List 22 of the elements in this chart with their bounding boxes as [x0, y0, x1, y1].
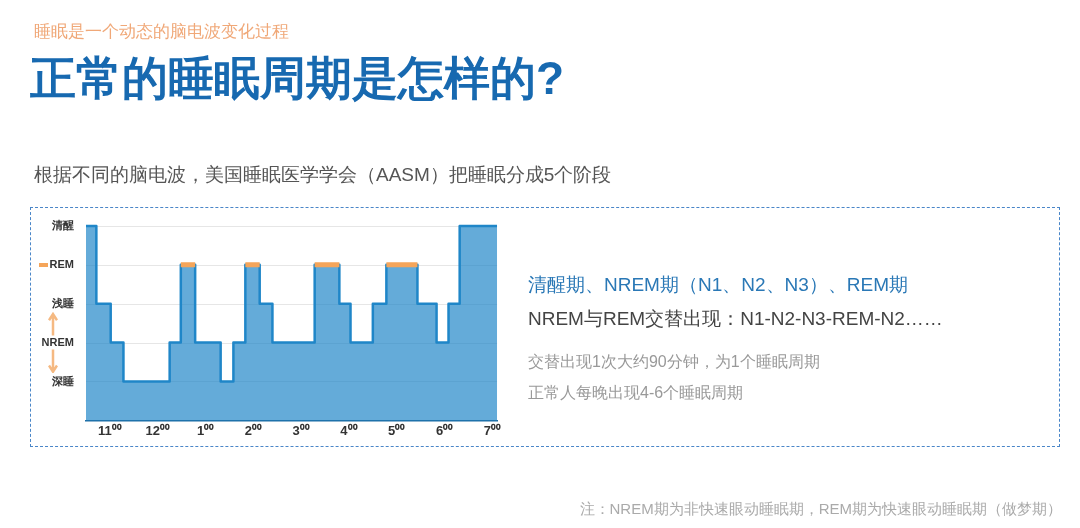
text: 交替出现1次大约90分钟，为1个睡眠周期	[528, 352, 820, 372]
text: 清醒期、NREM期（N1、N2、N3）、REM期	[528, 273, 909, 297]
chart-title: 正常的睡眠周期是怎样的?	[30, 51, 565, 106]
x-tick-label: 2⁰⁰	[244, 422, 262, 438]
text: 深睡	[51, 374, 74, 387]
x-tick-label: 3⁰⁰	[292, 422, 310, 438]
text: REM	[49, 257, 74, 270]
chart-subtitle: 睡眠是一个动态的脑电波变化过程	[34, 21, 289, 43]
text: NREM与REM交替出现：N1-N2-N3-REM-N2……	[528, 307, 943, 331]
x-tick-label: 4⁰⁰	[340, 422, 358, 438]
x-tick-label: 12⁰⁰	[145, 422, 170, 438]
text: NREM	[41, 335, 74, 348]
x-tick-label: 11⁰⁰	[98, 422, 122, 438]
text: 根据不同的脑电波，美国睡眠医学学会（AASM）把睡眠分成5个阶段	[34, 163, 612, 187]
text: 浅睡	[51, 296, 74, 309]
text: 正常人每晚出现4-6个睡眠周期	[528, 383, 744, 403]
x-tick-label: 5⁰⁰	[388, 422, 406, 438]
x-tick-label: 6⁰⁰	[435, 422, 454, 438]
text: 注：NREM期为非快速眼动睡眠期，REM期为快速眼动睡眠期（做梦期）	[579, 500, 1062, 519]
x-tick-label: 7⁰⁰	[483, 422, 501, 438]
text: 清醒	[51, 218, 74, 231]
x-tick-label: 1⁰⁰	[196, 422, 215, 438]
